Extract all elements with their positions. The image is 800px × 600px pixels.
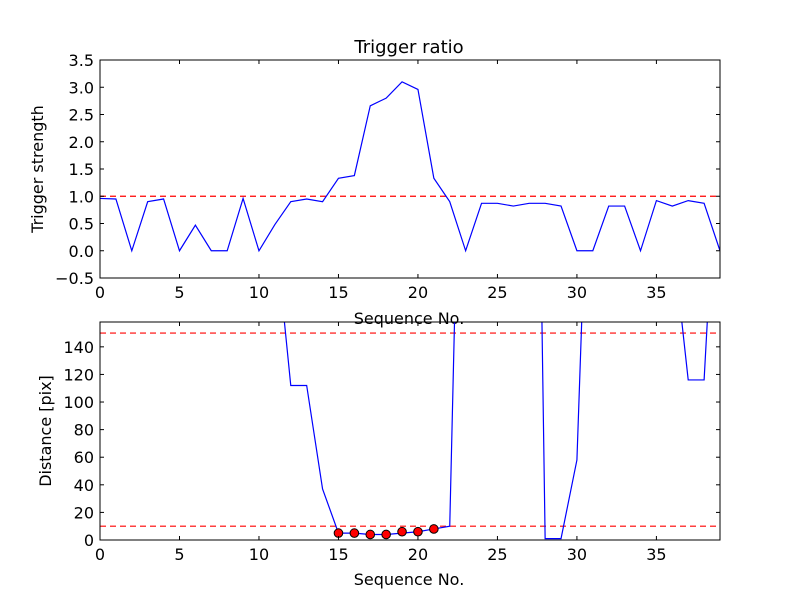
data-point-marker [413, 526, 423, 537]
x-tick-label: 10 [249, 545, 269, 564]
x-tick-label: 20 [408, 545, 428, 564]
x-tick-label: 20 [408, 283, 428, 302]
chart-title: Trigger ratio [353, 37, 463, 58]
data-point-marker [397, 526, 407, 537]
x-tick-label: 25 [487, 283, 507, 302]
y-tick-label: −0.5 [55, 269, 94, 288]
y-tick-label: 20 [74, 503, 94, 522]
axes-frame [99, 321, 721, 541]
x-tick-label: 10 [249, 283, 269, 302]
y-tick-label: 40 [74, 476, 94, 495]
y-tick-label: 80 [74, 421, 94, 440]
x-tick-label: 35 [646, 545, 666, 564]
trigger-ratio-chart: 0 5 10 15 20 25 30 35 −0.5 0.0 0.5 1.0 1.5 2.0 2.5 3.0 3… [28, 37, 721, 328]
x-tick-label: 15 [328, 545, 348, 564]
x-tick-label: 5 [174, 545, 184, 564]
y-tick-label: 1.0 [69, 187, 94, 206]
y-tick-label: 3.5 [69, 51, 94, 70]
x-tick-label: 30 [567, 545, 587, 564]
data-point-marker [349, 528, 360, 538]
x-axis-label: Sequence No. [354, 309, 465, 328]
y-tick-label: 2.5 [69, 106, 94, 125]
y-tick-label: 120 [63, 365, 94, 384]
x-tick-label: 0 [95, 545, 105, 564]
x-tick-label: 35 [646, 283, 666, 302]
x-tick-label: 5 [174, 283, 184, 302]
x-tick-label: 30 [567, 283, 587, 302]
data-point-marker [365, 529, 376, 540]
x-tick-label: 0 [95, 283, 105, 302]
x-axis-label: Sequence No. [354, 570, 465, 589]
data-point-marker [429, 524, 439, 534]
y-axis-label: Trigger strength [28, 105, 47, 234]
y-tick-label: 60 [74, 448, 94, 467]
y-tick-label: 1.5 [69, 160, 94, 179]
x-tick-label: 15 [328, 283, 348, 302]
y-tick-label: 3.0 [69, 78, 94, 97]
plot-area [100, 322, 720, 540]
y-tick-label: 2.0 [69, 133, 94, 152]
series-line [541, 322, 583, 540]
y-tick-label: 0 [84, 531, 94, 550]
data-point-marker [381, 529, 391, 540]
x-tick-label: 25 [487, 545, 507, 564]
distance-chart: 0 5 10 15 20 25 30 35 0 20 40 60 80 100 120 140 Distance… [36, 321, 721, 589]
plot-area [100, 81, 720, 253]
series-line [100, 81, 720, 253]
y-tick-label: 140 [63, 338, 94, 357]
y-tick-label: 0.0 [69, 242, 94, 261]
y-tick-label: 0.5 [69, 215, 94, 234]
series-line [681, 322, 708, 381]
y-tick-label: 100 [63, 393, 94, 412]
y-axis-label: Distance [pix] [36, 375, 55, 487]
